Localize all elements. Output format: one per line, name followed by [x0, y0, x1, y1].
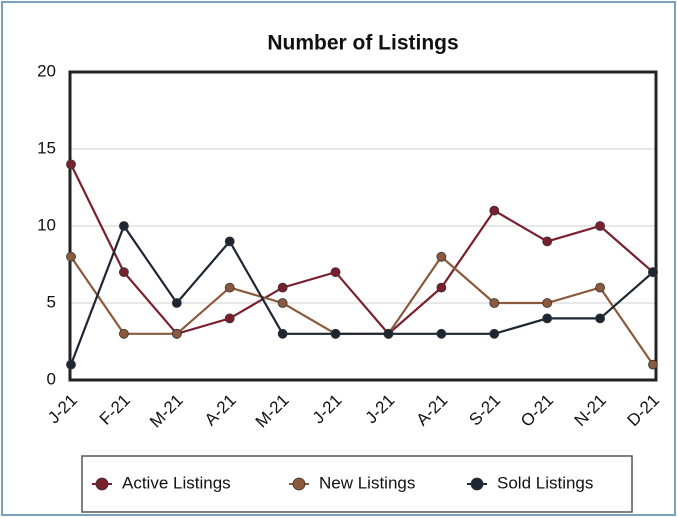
y-tick-label: 0: [47, 369, 56, 388]
point: [277, 328, 288, 339]
legend-marker: [292, 477, 306, 491]
y-tick-label: 10: [37, 215, 56, 234]
point: [66, 359, 76, 370]
point: [171, 328, 182, 339]
point: [542, 313, 553, 324]
point: [489, 205, 500, 216]
point: [542, 236, 553, 247]
y-tick-label: 20: [37, 61, 56, 80]
point: [119, 328, 129, 339]
point: [330, 328, 341, 339]
point: [171, 298, 182, 308]
point: [224, 236, 235, 247]
point: [436, 328, 447, 339]
point: [436, 251, 447, 262]
legend-label: New Listings: [319, 473, 415, 492]
point: [224, 282, 235, 293]
point: [224, 313, 235, 324]
point: [277, 298, 288, 308]
series-line: [70, 163, 654, 336]
point: [119, 221, 129, 231]
point: [542, 298, 553, 308]
point: [489, 298, 500, 308]
chart-title: Number of Listings: [267, 32, 458, 55]
legend-label: Sold Listings: [497, 473, 593, 492]
plot-border: [68, 70, 658, 382]
y-tick-label: 15: [37, 138, 56, 157]
point: [66, 159, 76, 170]
point: [277, 282, 288, 293]
point: [595, 282, 605, 293]
point: [595, 221, 605, 231]
point: [648, 359, 658, 370]
legend-marker: [470, 477, 484, 491]
legend-label: Active Listings: [122, 473, 231, 492]
legend-box: [81, 455, 633, 513]
point: [648, 267, 658, 278]
series-line: [69, 223, 654, 365]
point: [66, 251, 76, 262]
point: [383, 328, 394, 339]
point: [436, 282, 447, 293]
point: [119, 267, 129, 278]
point: [489, 328, 500, 339]
legend-marker: [95, 477, 109, 491]
y-tick-label: 5: [47, 292, 56, 311]
point: [595, 313, 605, 324]
point: [330, 267, 341, 278]
